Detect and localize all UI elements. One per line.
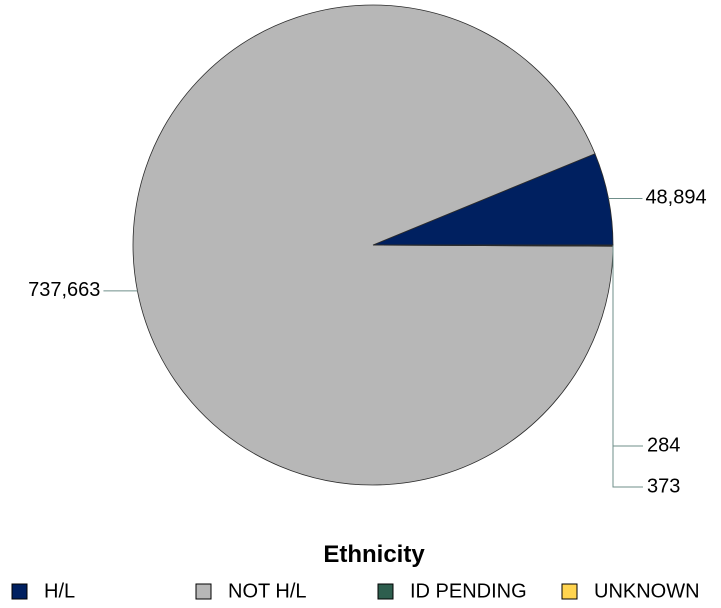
data-label-id-pending: 284 — [647, 434, 680, 456]
legend-label-h-l: H/L — [44, 580, 75, 602]
legend-label-not-h-l: NOT H/L — [228, 580, 307, 602]
legend-swatch-unknown — [561, 583, 578, 600]
legend-label-id-pending: ID PENDING — [410, 580, 527, 602]
legend-item-id-pending: ID PENDING — [377, 580, 527, 602]
legend-item-not-h-l: NOT H/L — [195, 580, 307, 602]
legend-item-h-l: H/L — [11, 580, 75, 602]
pie-slices — [132, 4, 614, 486]
legend: H/L NOT H/L ID PENDING UNKNOWN — [11, 580, 700, 602]
legend-swatch-h-l — [11, 583, 28, 600]
chart-title: Ethnicity — [323, 541, 425, 568]
legend-swatch-id-pending — [377, 583, 394, 600]
legend-swatch-not-h-l — [195, 583, 212, 600]
data-label-unknown: 373 — [647, 475, 680, 497]
slice-labels: 48,894 737,663 284 373 — [28, 187, 706, 498]
data-label-h-l: 48,894 — [645, 187, 706, 209]
legend-item-unknown: UNKNOWN — [561, 580, 700, 602]
legend-label-unknown: UNKNOWN — [594, 580, 700, 602]
leader-line-unknown — [612, 245, 643, 488]
pie-slice-not-h-l — [132, 4, 614, 486]
leader-line-id-pending — [612, 245, 643, 447]
data-label-not-h-l: 737,663 — [28, 279, 100, 301]
